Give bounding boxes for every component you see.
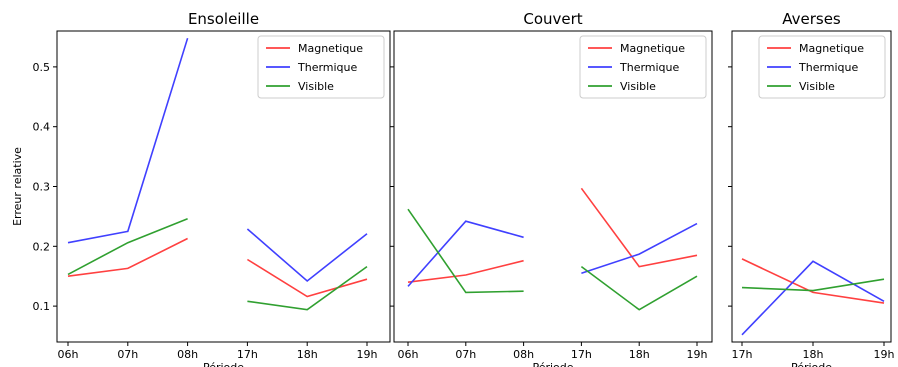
legend-box (758, 35, 886, 99)
y-tick-label: 0.1 (33, 300, 51, 313)
legend-box (257, 35, 385, 99)
legend-label: Magnetique (298, 42, 363, 55)
series-line-thermique (246, 228, 368, 283)
x-tick-label: 17h (571, 348, 592, 361)
legend-label: Magnetique (620, 42, 685, 55)
legend-label: Thermique (297, 61, 358, 74)
x-tick-label: 08h (177, 348, 198, 361)
y-tick-label: 0.4 (33, 121, 51, 134)
legend-label: Magnetique (799, 42, 864, 55)
x-tick-label: 18h (629, 348, 650, 361)
x-axis-label: Période (203, 361, 244, 367)
x-tick-label: 06h (58, 348, 79, 361)
x-tick-label: 18h (803, 348, 824, 361)
legend: Magnetique Thermique Visible (758, 35, 886, 99)
legend-label: Visible (799, 80, 835, 93)
series-line-magnetique (741, 258, 885, 304)
series-line-magnetique (246, 258, 368, 298)
series-line-visible (67, 218, 188, 276)
chart-title: Ensoleille (188, 10, 259, 28)
x-tick-label: 18h (297, 348, 318, 361)
legend-label: Visible (620, 80, 656, 93)
chart-panel-3: Averses 17h 18h 19h Période Magnetique Thermiq… (728, 10, 895, 367)
y-tick-label: 0.2 (33, 240, 51, 253)
x-tick-label: 07h (117, 348, 138, 361)
chart-title: Couvert (523, 10, 582, 28)
series-line-thermique (67, 37, 189, 244)
chart-panel-1: Ensoleille 0.1 0.2 0.3 0.4 0.5 06h 07h 08h 17h 18h… (11, 10, 391, 367)
y-tick-label: 0.3 (33, 181, 51, 194)
series-line-magnetique (67, 237, 188, 277)
x-tick-label: 08h (513, 348, 534, 361)
y-axis-label: Erreur relative (11, 147, 24, 226)
chart-panel-2: Couvert 06h 07h 08h 17h 18h 19h Période Magnetiq… (390, 10, 713, 367)
series-line-visible (407, 208, 524, 294)
x-tick-label: 19h (687, 348, 708, 361)
series-line-thermique (581, 222, 698, 274)
x-tick-label: 17h (732, 348, 753, 361)
legend-label: Thermique (798, 61, 859, 74)
chart-title: Averses (782, 10, 841, 28)
legend-label: Visible (298, 80, 334, 93)
legend: Magnetique Thermique Visible (579, 35, 707, 99)
series-line-visible (741, 278, 885, 292)
series-line-visible (247, 265, 368, 311)
x-axis-label: Période (532, 361, 573, 367)
x-axis-label: Période (791, 361, 832, 367)
x-tick-label: 19h (357, 348, 378, 361)
x-tick-label: 19h (874, 348, 895, 361)
y-tick-label: 0.5 (33, 61, 51, 74)
legend-label: Thermique (619, 61, 680, 74)
x-tick-label: 07h (455, 348, 476, 361)
series-line-magnetique (580, 187, 698, 268)
legend: Magnetique Thermique Visible (257, 35, 385, 99)
x-tick-label: 06h (398, 348, 419, 361)
series-line-visible (580, 265, 698, 311)
series-line-thermique (407, 220, 524, 287)
series-line-thermique (741, 260, 885, 336)
x-tick-label: 17h (237, 348, 258, 361)
legend-box (579, 35, 707, 99)
series-line-magnetique (407, 259, 524, 283)
